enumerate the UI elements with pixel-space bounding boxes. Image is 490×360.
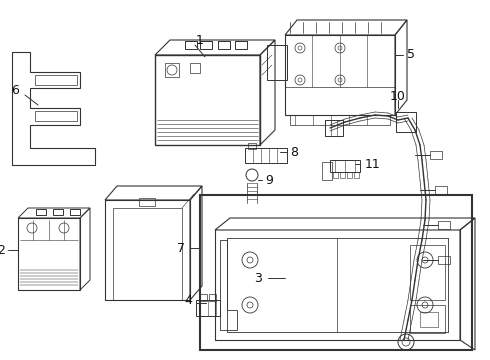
Bar <box>410 305 445 333</box>
Bar <box>36 209 46 215</box>
Bar <box>139 198 155 206</box>
Bar <box>218 41 230 49</box>
Bar <box>347 172 352 178</box>
Bar <box>340 172 345 178</box>
Bar <box>290 115 390 125</box>
Bar <box>438 221 450 229</box>
Bar <box>35 75 77 85</box>
Bar <box>435 186 447 194</box>
Bar <box>18 218 80 290</box>
Text: 2: 2 <box>0 243 5 256</box>
Bar <box>285 35 395 115</box>
Bar <box>53 209 63 215</box>
Bar <box>430 151 442 159</box>
Bar <box>190 63 200 73</box>
Bar <box>438 256 450 264</box>
Bar <box>420 312 438 327</box>
Text: 1: 1 <box>196 33 204 46</box>
Bar <box>196 300 220 316</box>
Bar <box>333 172 338 178</box>
Bar <box>200 294 207 301</box>
Text: 5: 5 <box>407 49 415 62</box>
Bar <box>35 111 77 121</box>
Bar <box>105 200 190 300</box>
Bar <box>267 45 287 80</box>
Bar <box>113 208 182 300</box>
Bar <box>396 112 416 132</box>
Bar <box>248 143 256 149</box>
Text: 7: 7 <box>177 242 185 255</box>
Bar <box>200 195 472 350</box>
Bar <box>354 172 359 178</box>
Text: 9: 9 <box>265 174 273 186</box>
Bar <box>209 294 216 301</box>
Bar <box>410 245 445 300</box>
Text: 6: 6 <box>11 84 19 96</box>
Text: 8: 8 <box>290 145 298 158</box>
Bar <box>245 148 287 163</box>
Bar <box>165 63 179 77</box>
Text: 3: 3 <box>254 271 262 284</box>
Text: 10: 10 <box>390 90 406 103</box>
Bar <box>322 162 332 180</box>
Bar <box>185 41 197 49</box>
Text: 4: 4 <box>184 293 192 306</box>
Bar <box>200 41 212 49</box>
Bar <box>330 160 360 172</box>
Bar <box>235 41 247 49</box>
Bar <box>70 209 80 215</box>
Text: 11: 11 <box>365 158 381 171</box>
Bar <box>325 120 343 136</box>
Bar <box>155 55 260 145</box>
